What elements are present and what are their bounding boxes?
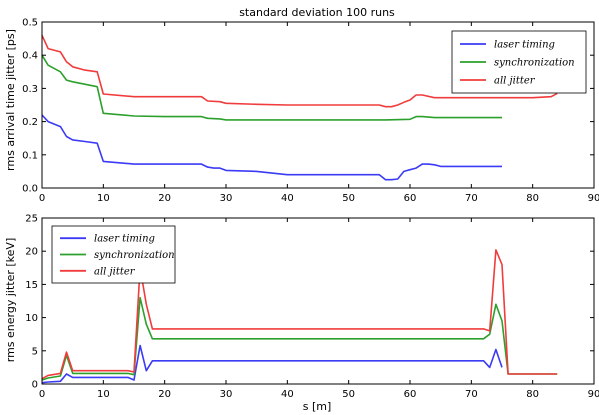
y-tick-label: 0.1 xyxy=(22,150,38,161)
x-tick-label: 40 xyxy=(281,193,294,204)
y-tick-label: 10 xyxy=(25,313,38,324)
legend: laser timing synchronization all jitter xyxy=(451,30,587,94)
plot-frame xyxy=(41,21,595,189)
legend-label: synchronization xyxy=(494,58,575,69)
chart-energy-jitter: rms energy jitter [keV] s [m] 0 10 20 30 40 5… xyxy=(4,214,599,414)
x-tick-label: 20 xyxy=(158,389,171,400)
y-tick-label: 0 xyxy=(32,380,38,391)
series-line-laser-timing xyxy=(41,114,502,181)
x-tick-label: 90 xyxy=(588,193,599,204)
series-line-all-jitter xyxy=(41,249,558,380)
y-tick-label: 0.4 xyxy=(22,51,38,62)
legend-label: all jitter xyxy=(494,76,536,87)
x-tick-label: 60 xyxy=(404,389,417,400)
x-tick-label: 70 xyxy=(465,389,478,400)
legend-label: all jitter xyxy=(94,266,136,277)
legend: laser timing synchronization all jitter xyxy=(51,225,176,284)
x-tick-label: 30 xyxy=(220,193,233,204)
series-line-synchronization xyxy=(41,54,502,121)
x-tick-label: 20 xyxy=(158,193,171,204)
x-tick-label: 90 xyxy=(588,389,599,400)
chart-arrival-time-jitter: standard deviation 100 runs rms arrival … xyxy=(4,6,599,204)
plot-frame xyxy=(41,217,595,385)
x-tick-label: 0 xyxy=(39,389,45,400)
y-tick-label: 15 xyxy=(25,280,38,291)
x-tick-label: 10 xyxy=(97,389,110,400)
x-tick-label: 50 xyxy=(342,193,355,204)
legend-label: synchronization xyxy=(94,250,175,261)
series-line-synchronization xyxy=(41,296,558,381)
y-tick-label: 0.3 xyxy=(22,84,38,95)
x-tick-label: 10 xyxy=(97,193,110,204)
series-line-laser-timing xyxy=(41,344,503,384)
x-tick-label: 30 xyxy=(220,389,233,400)
x-tick-label: 60 xyxy=(404,193,417,204)
legend-label: laser timing xyxy=(494,40,555,51)
series-line-all-jitter xyxy=(41,34,558,108)
x-tick-label: 40 xyxy=(281,389,294,400)
y-tick-label: 25 xyxy=(25,214,38,225)
x-tick-label: 70 xyxy=(465,193,478,204)
y-tick-label: 0.2 xyxy=(22,117,38,128)
chart-title: standard deviation 100 runs xyxy=(239,6,395,19)
x-tick-label: 0 xyxy=(39,193,45,204)
y-tick-label: 0.5 xyxy=(22,18,38,29)
x-axis-label: s [m] xyxy=(303,400,332,413)
y-tick-label: 5 xyxy=(32,346,38,357)
y-tick-label: 20 xyxy=(25,247,38,258)
x-tick-label: 80 xyxy=(526,193,539,204)
y-axis-label: rms energy jitter [keV] xyxy=(4,238,17,362)
y-tick-label: 0.0 xyxy=(22,184,38,195)
legend-label: laser timing xyxy=(94,234,155,245)
y-axis-label: rms arrival time jitter [ps] xyxy=(4,29,17,171)
x-tick-label: 50 xyxy=(342,389,355,400)
x-tick-label: 80 xyxy=(526,389,539,400)
